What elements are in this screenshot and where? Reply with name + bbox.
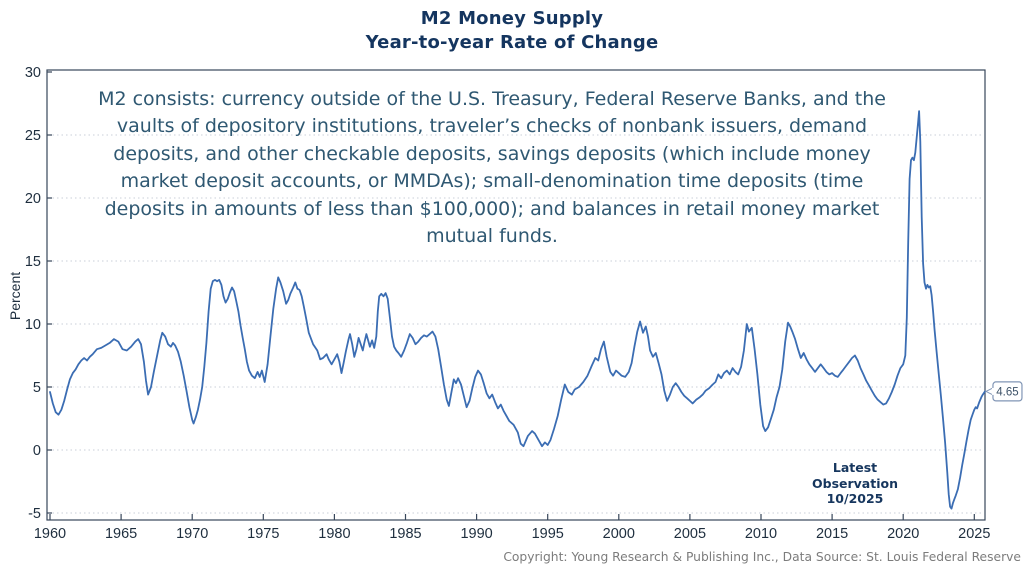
x-tick-label: 1995 (532, 526, 564, 542)
m2-definition-line: deposits, and other checkable deposits, … (113, 142, 871, 165)
chart-title-line2: Year-to-year Rate of Change (365, 32, 659, 53)
m2-yoy-line (49, 110, 986, 510)
y-tick-label: 15 (25, 254, 41, 270)
y-axis-label: Percent (7, 271, 23, 321)
x-tick-label: 1960 (34, 526, 66, 542)
x-tick-label: 2005 (674, 526, 706, 542)
x-tick-label: 1980 (318, 526, 350, 542)
y-tick-label: -5 (28, 506, 41, 522)
x-tick-label: 1985 (389, 526, 421, 542)
m2-definition-line: vaults of depository institutions, trave… (116, 115, 868, 138)
y-tick-label: 10 (25, 317, 41, 333)
x-tick-label: 2015 (816, 526, 848, 542)
chart-title: M2 Money Supply Year-to-year Rate of Cha… (0, 7, 1024, 55)
latest-observation-date: 10/2025 (826, 491, 884, 506)
y-tick-label: 20 (25, 191, 41, 207)
copyright-source-note: Copyright: Young Research & Publishing I… (503, 550, 1021, 564)
chart-title-line1: M2 Money Supply (420, 8, 604, 29)
m2-definition-line: deposits in amounts of less than $100,00… (104, 197, 880, 220)
x-tick-label: 1970 (176, 526, 208, 542)
y-tick-label: 30 (25, 65, 41, 81)
latest-observation-note: Latest Observation 10/2025 (790, 460, 920, 507)
y-tick-label: 25 (25, 128, 41, 144)
m2-definition-line: M2 consists: currency outside of the U.S… (98, 88, 886, 110)
x-tick-label: 2025 (958, 526, 990, 542)
y-tick-label: 5 (33, 380, 41, 396)
x-tick-label: 1965 (105, 526, 137, 542)
x-tick-label: 2020 (887, 526, 919, 542)
latest-observation-text: Latest Observation (812, 460, 898, 491)
latest-value-label: 4.65 (996, 386, 1018, 398)
x-tick-label: 2000 (603, 526, 635, 542)
m2-definition-note: M2 consists: currency outside of the U.S… (42, 86, 942, 250)
m2-definition-line: market deposit accounts, or MMDAs); smal… (120, 170, 864, 193)
x-tick-label: 1990 (460, 526, 492, 542)
x-tick-label: 2010 (745, 526, 777, 542)
y-tick-label: 0 (33, 443, 41, 459)
x-tick-label: 1975 (247, 526, 279, 542)
m2-definition-line: mutual funds. (426, 225, 558, 248)
plot-border (46, 69, 986, 521)
